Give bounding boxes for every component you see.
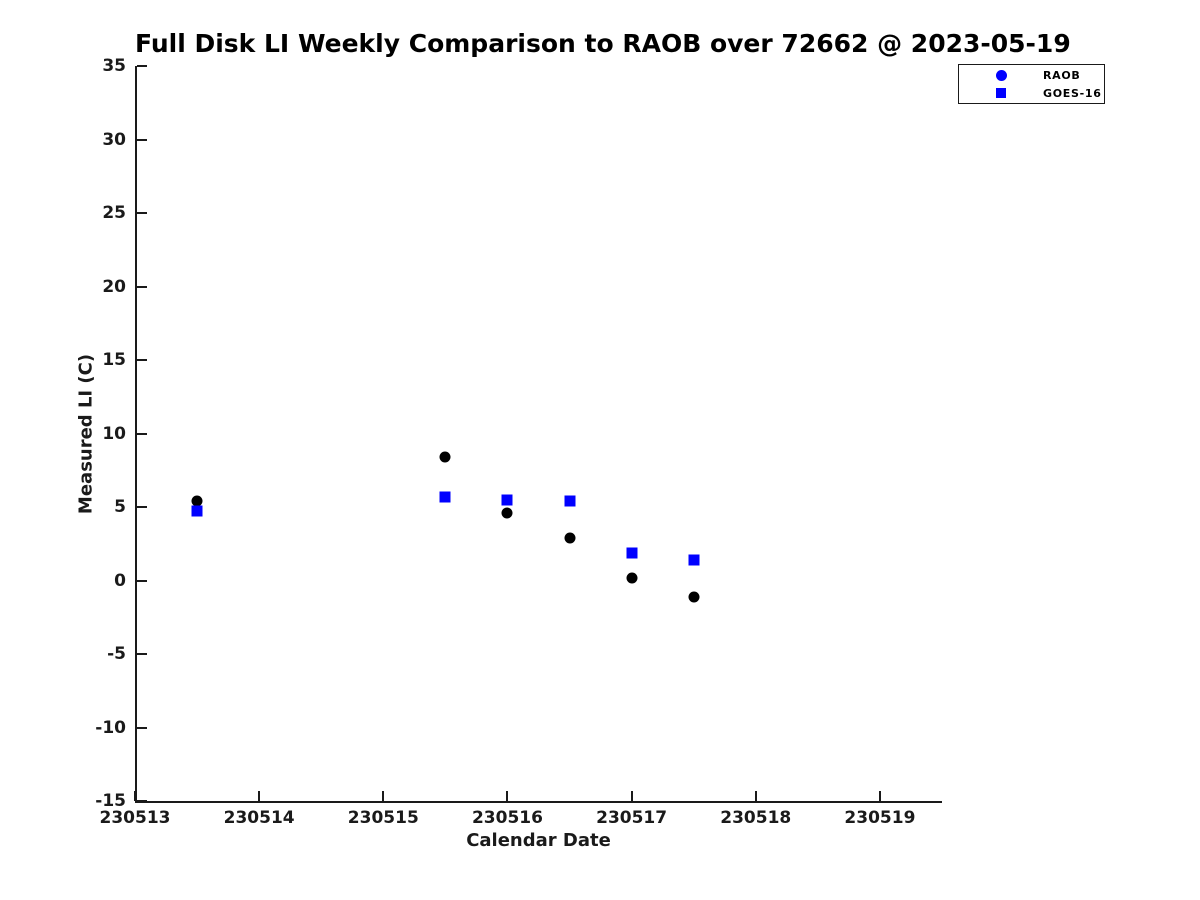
legend-label-goes16: GOES-16 <box>1043 86 1102 100</box>
data-point-raob <box>501 507 513 519</box>
y-tick-label: 15 <box>102 350 126 370</box>
x-tick <box>134 791 136 801</box>
x-tick-label: 230519 <box>844 808 916 828</box>
y-tick-label: -10 <box>95 717 126 738</box>
x-tick <box>630 791 633 801</box>
data-point-goes16 <box>439 491 451 503</box>
data-point-goes16 <box>191 505 203 517</box>
data-point-raob <box>564 532 576 544</box>
data-point-raob <box>688 591 700 603</box>
data-point-goes16 <box>501 494 513 506</box>
data-point-goes16 <box>564 495 576 507</box>
raob-circle-marker-icon <box>995 69 1007 81</box>
y-tick-label: 20 <box>102 276 126 297</box>
goes16-square-marker-icon <box>996 88 1006 98</box>
x-tick <box>878 791 881 801</box>
y-tick <box>137 285 147 288</box>
y-tick-label: -5 <box>107 644 126 664</box>
y-tick <box>137 506 147 508</box>
y-tick <box>137 800 147 802</box>
y-tick <box>137 212 147 214</box>
x-tick <box>754 791 757 801</box>
legend-entry-goes16: GOES-16 <box>959 85 1104 101</box>
x-axis-label: Calendar Date <box>466 830 611 851</box>
y-axis-spine <box>135 66 137 803</box>
y-tick-label: 0 <box>114 570 126 591</box>
y-tick <box>137 359 147 361</box>
x-tick-label: 230517 <box>596 808 668 828</box>
legend-label-raob: RAOB <box>1043 68 1081 82</box>
x-tick <box>382 791 385 801</box>
x-tick <box>506 791 509 801</box>
y-tick <box>137 138 147 141</box>
y-tick <box>137 726 147 729</box>
y-tick-label: 25 <box>102 203 126 223</box>
y-tick <box>137 579 147 582</box>
data-point-raob <box>439 451 451 463</box>
y-tick <box>137 65 147 67</box>
x-tick-label: 230516 <box>471 808 543 828</box>
data-point-goes16 <box>626 547 638 559</box>
y-tick-label: -15 <box>95 791 126 811</box>
data-point-raob <box>191 495 203 507</box>
x-tick <box>258 791 261 801</box>
x-tick-label: 230513 <box>99 808 171 828</box>
data-point-raob <box>626 572 638 584</box>
x-tick-label: 230518 <box>720 808 792 828</box>
x-tick-label: 230515 <box>347 808 419 828</box>
chart-title: Full Disk LI Weekly Comparison to RAOB o… <box>135 29 1071 58</box>
y-tick-label: 10 <box>102 423 126 444</box>
data-point-goes16 <box>688 554 700 566</box>
legend-entry-raob: RAOB <box>959 67 1104 83</box>
x-axis-spine <box>135 801 942 803</box>
y-tick <box>137 653 147 655</box>
y-tick-label: 30 <box>102 129 126 150</box>
y-tick-label: 35 <box>102 56 126 76</box>
y-tick-label: 5 <box>114 497 126 517</box>
y-tick <box>137 432 147 435</box>
x-tick-label: 230514 <box>223 808 295 828</box>
legend-box: RAOB GOES-16 <box>958 64 1105 104</box>
